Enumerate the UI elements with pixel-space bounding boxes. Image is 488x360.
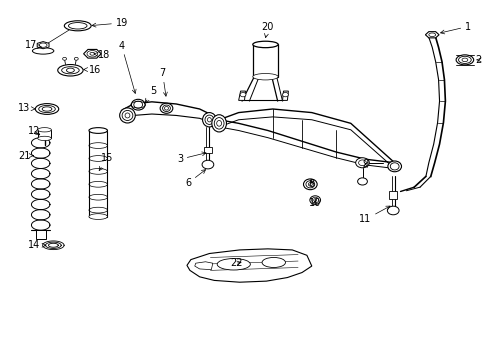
Circle shape — [202, 160, 213, 169]
Ellipse shape — [458, 56, 470, 63]
Ellipse shape — [308, 183, 312, 186]
Bar — [38, 130, 51, 138]
Bar — [89, 131, 107, 217]
Text: 5: 5 — [145, 86, 156, 103]
Ellipse shape — [164, 107, 168, 110]
Ellipse shape — [58, 64, 83, 76]
Polygon shape — [238, 91, 245, 100]
Polygon shape — [282, 91, 288, 100]
Bar — [388, 192, 396, 199]
Ellipse shape — [305, 181, 314, 188]
Ellipse shape — [455, 55, 473, 65]
Ellipse shape — [90, 52, 95, 55]
Text: 1: 1 — [440, 22, 470, 34]
Ellipse shape — [61, 67, 79, 74]
Circle shape — [240, 93, 245, 97]
Ellipse shape — [39, 105, 55, 113]
Ellipse shape — [211, 115, 226, 132]
Ellipse shape — [125, 113, 130, 118]
Circle shape — [357, 178, 366, 185]
Ellipse shape — [42, 107, 52, 111]
Ellipse shape — [68, 23, 87, 29]
Text: 17: 17 — [25, 40, 41, 50]
Ellipse shape — [38, 128, 51, 132]
Ellipse shape — [39, 43, 47, 47]
Ellipse shape — [428, 33, 435, 37]
Circle shape — [62, 57, 66, 60]
Ellipse shape — [262, 257, 285, 267]
Text: 7: 7 — [159, 68, 167, 96]
Ellipse shape — [252, 73, 278, 80]
Ellipse shape — [202, 113, 216, 127]
Polygon shape — [194, 262, 212, 270]
Ellipse shape — [207, 118, 211, 122]
Ellipse shape — [66, 68, 74, 72]
Ellipse shape — [387, 161, 401, 172]
Ellipse shape — [461, 58, 467, 62]
Ellipse shape — [120, 108, 135, 123]
Bar — [36, 230, 45, 239]
Ellipse shape — [89, 128, 107, 134]
Text: 4: 4 — [118, 41, 136, 93]
Bar — [203, 147, 211, 153]
Ellipse shape — [32, 48, 54, 54]
Ellipse shape — [38, 136, 51, 140]
Polygon shape — [83, 49, 101, 58]
Ellipse shape — [389, 163, 398, 170]
Ellipse shape — [87, 50, 98, 57]
Bar — [252, 44, 278, 77]
Text: 19: 19 — [92, 18, 127, 28]
Circle shape — [358, 160, 366, 166]
Text: 13: 13 — [18, 103, 35, 113]
Text: 14: 14 — [28, 240, 46, 250]
Circle shape — [386, 206, 398, 215]
Ellipse shape — [252, 41, 278, 48]
Text: 3: 3 — [177, 152, 205, 164]
Polygon shape — [186, 249, 311, 282]
Circle shape — [282, 93, 288, 97]
Ellipse shape — [89, 214, 107, 220]
Text: 16: 16 — [83, 64, 101, 75]
Ellipse shape — [204, 115, 213, 125]
Text: 9: 9 — [362, 159, 368, 169]
Ellipse shape — [311, 197, 318, 203]
Ellipse shape — [134, 101, 142, 108]
Circle shape — [74, 57, 78, 60]
Text: 12: 12 — [28, 126, 40, 135]
Ellipse shape — [303, 179, 317, 190]
Ellipse shape — [160, 103, 172, 113]
Polygon shape — [37, 41, 49, 49]
Circle shape — [355, 158, 368, 168]
Ellipse shape — [122, 111, 133, 121]
Ellipse shape — [216, 121, 221, 126]
Ellipse shape — [214, 118, 224, 129]
Text: 10: 10 — [308, 198, 321, 208]
Text: 18: 18 — [94, 50, 110, 60]
Text: 22: 22 — [229, 258, 242, 268]
Ellipse shape — [313, 199, 316, 202]
Text: 2: 2 — [474, 55, 481, 65]
Ellipse shape — [131, 99, 145, 110]
Ellipse shape — [162, 105, 170, 112]
Ellipse shape — [35, 104, 59, 114]
Text: 15: 15 — [99, 153, 113, 171]
Text: 6: 6 — [185, 170, 205, 188]
Ellipse shape — [217, 258, 250, 270]
Text: 21: 21 — [18, 150, 33, 161]
Polygon shape — [425, 32, 438, 38]
Ellipse shape — [309, 196, 320, 204]
Ellipse shape — [64, 21, 91, 31]
Text: 8: 8 — [308, 179, 314, 189]
Text: 11: 11 — [359, 206, 389, 224]
Text: 20: 20 — [261, 22, 274, 37]
